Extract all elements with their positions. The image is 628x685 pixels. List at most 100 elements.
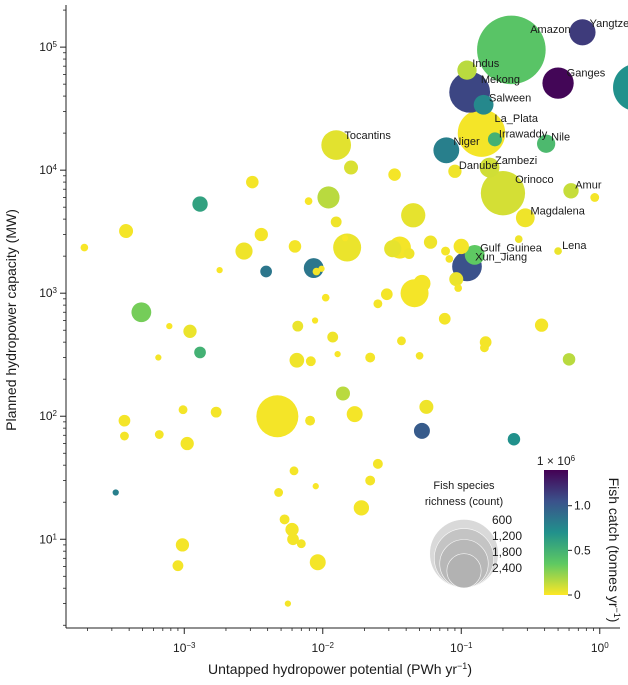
bubble bbox=[312, 483, 319, 490]
river-labels: YangtzeAmazonIndusGangesCongoMekongSalwe… bbox=[344, 18, 628, 263]
bubble bbox=[288, 240, 302, 253]
x-axis-ticks: 10−3 10−2 10−1 100 bbox=[87, 628, 609, 655]
bubble bbox=[260, 265, 272, 278]
bubble-amur bbox=[563, 183, 579, 199]
label-gulf-guinea: Gulf_Guinea bbox=[480, 242, 543, 254]
bubble bbox=[388, 168, 401, 181]
bubble bbox=[353, 500, 370, 516]
bubble bbox=[438, 312, 451, 325]
bubble bbox=[192, 196, 208, 212]
bubble bbox=[289, 352, 305, 368]
y-axis-ticks: 101 102 103 104 105 bbox=[39, 9, 66, 626]
y-tick-label: 105 bbox=[39, 40, 57, 55]
bubble bbox=[287, 533, 299, 546]
bubble bbox=[373, 299, 383, 309]
label-ganges: Ganges bbox=[567, 67, 606, 79]
size-legend-label: 1,800 bbox=[492, 545, 522, 559]
colorbar-ticks: 0 0.5 1.0 bbox=[568, 499, 591, 602]
y-axis-label: Planned hydropower capacity (MW) bbox=[3, 209, 19, 431]
bubble bbox=[346, 406, 363, 423]
bubble bbox=[312, 267, 321, 276]
label-niger: Niger bbox=[453, 136, 480, 148]
bubble bbox=[292, 320, 304, 332]
bubble bbox=[415, 351, 424, 360]
bubble bbox=[317, 186, 340, 209]
colorbar-top-label: 1 × 106 bbox=[537, 454, 576, 469]
label-salween: Salween bbox=[489, 92, 531, 104]
colorbar-gradient bbox=[544, 470, 568, 595]
bubble bbox=[274, 488, 284, 497]
bubble bbox=[590, 193, 600, 202]
label-irrawaddy: Irrawaddy bbox=[499, 128, 548, 140]
colorbar-tick-label: 0 bbox=[574, 588, 581, 602]
label-xun-jiang: Xun_Jiang bbox=[475, 251, 527, 263]
bubble bbox=[216, 266, 223, 274]
bubble bbox=[80, 243, 89, 252]
bubble bbox=[514, 235, 523, 243]
bubble bbox=[327, 331, 339, 343]
bubble bbox=[365, 475, 376, 486]
x-tick-label: 10−2 bbox=[312, 641, 335, 656]
bubble-congo bbox=[613, 65, 628, 110]
y-tick-label: 104 bbox=[39, 163, 57, 178]
label-magdalena: Magdalena bbox=[530, 206, 585, 218]
label-indus: Indus bbox=[472, 58, 499, 70]
y-tick-label: 103 bbox=[39, 286, 57, 301]
bubble bbox=[384, 240, 402, 258]
size-legend-label: 2,400 bbox=[492, 561, 522, 575]
bubble bbox=[330, 216, 342, 228]
bubble bbox=[449, 272, 464, 287]
bubble bbox=[562, 353, 576, 366]
x-tick-label: 10−1 bbox=[450, 641, 473, 656]
bubble bbox=[309, 554, 326, 571]
size-legend-title-line2: richness (count) bbox=[425, 496, 503, 508]
label-zambezi: Zambezi bbox=[495, 155, 537, 167]
bubble bbox=[380, 288, 393, 301]
bubble bbox=[413, 274, 431, 293]
bubble-indus bbox=[457, 60, 477, 80]
bubble bbox=[454, 284, 463, 292]
bubble bbox=[333, 233, 362, 262]
bubble-magdalena bbox=[515, 208, 535, 228]
size-legend-circle bbox=[446, 553, 482, 589]
colorbar-tick-label: 1.0 bbox=[574, 499, 591, 513]
bubble bbox=[336, 386, 350, 401]
bubble-nile bbox=[537, 134, 556, 153]
bubble bbox=[172, 560, 184, 572]
bubble bbox=[194, 346, 206, 359]
bubble-series bbox=[80, 15, 628, 607]
bubble-irrawaddy bbox=[487, 132, 502, 147]
x-axis-label: Untapped hydropower potential (PWh yr−1) bbox=[208, 661, 472, 677]
bubble bbox=[183, 324, 197, 338]
y-tick-label: 101 bbox=[39, 532, 57, 547]
bubble-amazon bbox=[477, 15, 546, 85]
bubble bbox=[180, 436, 194, 451]
label-amazon: Amazon bbox=[530, 24, 570, 36]
bubble-salween bbox=[473, 94, 494, 115]
colorbar-title: Fish catch (tonnes yr−1) bbox=[606, 478, 622, 623]
bubble bbox=[178, 405, 188, 415]
bubble bbox=[453, 238, 469, 255]
bubble bbox=[279, 514, 290, 525]
bubble bbox=[155, 354, 162, 361]
bubble bbox=[289, 466, 299, 476]
label-yangtze: Yangtze bbox=[590, 18, 628, 30]
bubble bbox=[119, 224, 134, 239]
bubble bbox=[372, 458, 383, 469]
bubble bbox=[118, 414, 131, 427]
colorbar: 1 × 106 0 0.5 1.0 Fish catch (tonnes yr−1) bbox=[537, 454, 622, 623]
bubble bbox=[296, 539, 306, 549]
size-legend-label: 1,200 bbox=[492, 529, 522, 543]
colorbar-tick-label: 0.5 bbox=[574, 543, 591, 557]
bubble bbox=[507, 432, 521, 446]
bubble bbox=[423, 235, 438, 249]
label-orinoco: Orinoco bbox=[515, 174, 554, 186]
bubble bbox=[235, 242, 253, 260]
bubble bbox=[131, 302, 152, 323]
bubble bbox=[334, 350, 341, 358]
label-danube: Danube bbox=[459, 160, 498, 172]
bubble bbox=[413, 422, 430, 439]
bubble bbox=[341, 235, 349, 242]
bubble-gulf-guinea bbox=[464, 244, 485, 265]
bubble bbox=[210, 406, 222, 418]
